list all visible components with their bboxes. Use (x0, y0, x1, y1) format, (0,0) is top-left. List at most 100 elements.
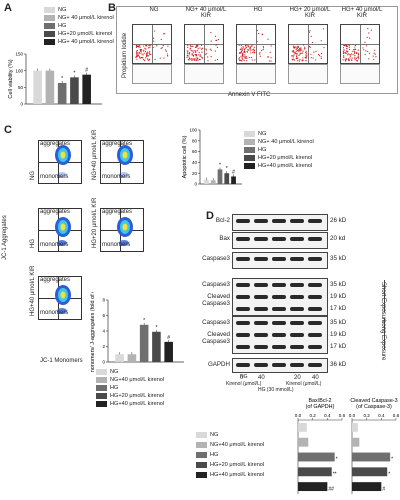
chart-a-ytick: 0 (20, 102, 23, 107)
legend-c2-item: NG (110, 369, 119, 375)
chart-c1-annot: * (226, 166, 228, 172)
c-aggregates-label: aggregates (40, 209, 71, 215)
c-aggregates-label: aggregates (102, 141, 133, 147)
b-flow-plot (132, 24, 172, 64)
chart-d2-bar (352, 467, 388, 477)
blot-band (272, 219, 286, 223)
chart-d1-title: (of GAPDH) (306, 404, 335, 410)
chart-c1-ytick: 100 (189, 128, 197, 133)
chart-d-bax-bcl2: Bax/Bcl-2(of GAPDH)0.0 0.2 0.4 0.6***## (295, 398, 346, 494)
legend-a-item: HG (58, 23, 67, 29)
legend-c2-item: HG+40 μmol/L kirenol (110, 401, 165, 407)
chart-c1-ytick: 60 (192, 149, 198, 154)
chart-d2-bar (352, 452, 391, 462)
blot-kd-label: 36 kD (330, 361, 347, 368)
b-xlabel: Annexin V FITC (228, 92, 271, 98)
blot-band (290, 219, 304, 223)
blot-kd-label: 35 kD (330, 255, 347, 262)
chart-a-bar (33, 70, 42, 104)
b-stats-table (236, 64, 276, 84)
c-jc1-plot (100, 140, 144, 184)
chart-a-bar (70, 77, 79, 104)
chart-d1-bar (298, 437, 309, 447)
chart-c2-ytick: 2 (102, 344, 105, 349)
chart-d1-xtick: 0.4 (324, 413, 331, 418)
blot-band (236, 295, 250, 299)
blot-band (308, 257, 322, 261)
chart-d2-bar (352, 437, 360, 447)
chart-c2-ytick: 4 (102, 329, 105, 334)
lane-kirenol-2: Kirenol (μmol/L) (286, 381, 322, 387)
chart-a-ylabel: Cell viability (%) (8, 59, 14, 98)
blot-band (254, 219, 268, 223)
legend-a-item: NG (58, 7, 67, 13)
c-jc1-plot (38, 208, 82, 252)
c-ylabel: JC-1 Aggregates (2, 215, 8, 260)
chart-a-annot: * (61, 76, 63, 82)
chart-d1-xtick: 0.0 (295, 413, 302, 418)
chart-d-caspase: Cleaved Caspase-3(of Caspase-3)0.0 0.2 0.4… (349, 398, 400, 494)
blot-band (290, 237, 304, 241)
chart-d2-xtick: 0.6 (393, 413, 400, 418)
chart-c2-bar (152, 331, 161, 362)
b-flow-plot (236, 24, 276, 64)
c-monomers-label: monomers (102, 242, 131, 248)
legend-a: NG NG+ 40 μmol/L kirenol HG HG+20 μmol/L… (44, 6, 114, 46)
chart-c2-ylabel: J-monomers/ J-aggregates (fold of ctrl) (90, 292, 96, 372)
blot-kd-label: 17 kD (330, 305, 347, 312)
blot-kd-label: 19 kD (330, 293, 347, 300)
chart-d1-annot: * (336, 457, 338, 463)
chart-d1-bar (298, 422, 307, 432)
blot-band (272, 333, 286, 337)
chart-d2-title: (of Caspase-3) (356, 404, 392, 410)
panel-label-b: B (108, 2, 116, 14)
lane-hg: HG (30 mmol/L) (258, 387, 294, 393)
blot-band (236, 283, 250, 287)
blot-band (272, 257, 286, 261)
chart-c1-bar (217, 169, 223, 184)
blot-band (236, 257, 250, 261)
chart-a-ytick: 150 (15, 52, 23, 57)
chart-d1-bar (298, 467, 332, 477)
blot-label: Cleaved Caspase3 (202, 293, 230, 307)
blot-kd-label: 17 kD (330, 343, 347, 350)
blot-band (254, 333, 268, 337)
blot-band (272, 307, 286, 311)
b-stats-table (288, 64, 328, 84)
c-row-label: HG (30, 239, 36, 248)
chart-c2-bar (127, 354, 137, 362)
chart-c2-bar (115, 354, 124, 362)
blot-band (254, 307, 268, 311)
lane-dose: 20 (294, 375, 301, 381)
chart-d2-title: Cleaved Caspase-3 (350, 398, 397, 404)
chart-d1-xtick: 0.6 (339, 413, 346, 418)
legend-c2-item: HG+20 μmol/L kirenol (110, 393, 165, 399)
chart-d2-annot: * (388, 472, 390, 478)
lane-ng: NG (240, 374, 248, 380)
c-aggregates-label: aggregates (40, 141, 71, 147)
blot-kd-label: 19 kD (330, 331, 347, 338)
chart-c-apoptotic: 0 20 40 60 80 100 * * # Apoptotic cell (%) (182, 128, 242, 187)
panel-label-a: A (4, 2, 12, 14)
c-monomers-label: monomers (40, 174, 69, 180)
blot-band (254, 283, 268, 287)
blot-band (254, 295, 268, 299)
legend-c1-item: HG+40 μmol/L kirenol (258, 163, 313, 169)
lane-kirenol-1: Kirenol (μmol/L) (226, 381, 262, 387)
chart-d2-xtick: 0.0 (349, 413, 356, 418)
b-stats-table (340, 64, 380, 84)
short-exposure-label: Short Exposure (380, 282, 386, 324)
chart-d2-bar (352, 422, 358, 432)
chart-c2-bar (139, 324, 149, 362)
chart-c1-bar (231, 176, 236, 184)
c-aggregates-label: aggregates (102, 209, 133, 215)
c-row-label: NG+40 μmol/L KIR (92, 129, 98, 180)
chart-a-ytick: 50 (18, 85, 24, 90)
blot-label: Caspase3 (202, 281, 230, 288)
b-flow-plot (288, 24, 328, 64)
legend-a-item: HG+20 μmol/L kirenol (58, 31, 113, 37)
blot-band (290, 307, 304, 311)
c-monomers-label: monomers (40, 310, 69, 316)
chart-c2-ytick: 0 (102, 360, 105, 365)
panel-label-c: C (4, 124, 12, 136)
